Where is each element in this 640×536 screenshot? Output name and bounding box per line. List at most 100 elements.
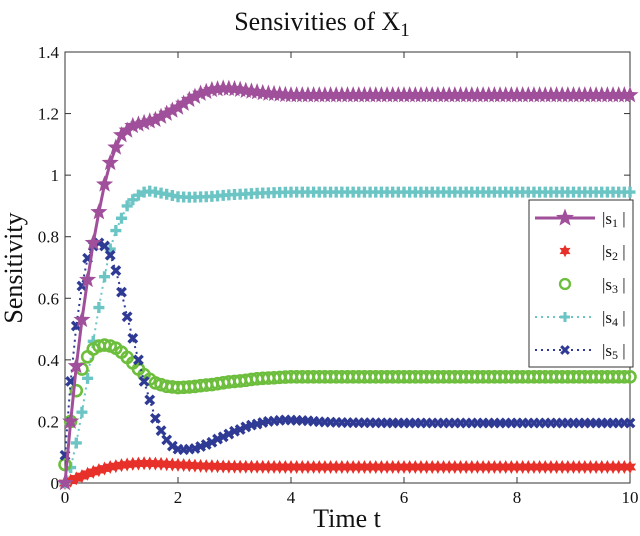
marker-hexagram — [341, 459, 354, 474]
marker-x — [144, 394, 156, 406]
marker-hexagram — [279, 459, 292, 474]
marker-hexagram — [239, 459, 252, 474]
marker-hexagram — [262, 459, 275, 474]
marker-star — [141, 112, 159, 129]
series-s2 — [58, 456, 637, 490]
marker-hexagram — [606, 459, 620, 474]
marker-hexagram — [222, 459, 235, 474]
marker-star — [118, 121, 136, 138]
legend-item: |s5 | — [535, 341, 626, 362]
marker-hexagram — [318, 459, 331, 474]
marker-hexagram — [307, 459, 320, 474]
marker-hexagram — [251, 459, 264, 474]
marker-hexagram — [493, 459, 507, 474]
marker-circle — [617, 369, 632, 384]
marker-hexagram — [505, 459, 518, 474]
x-tick-label: 2 — [174, 488, 183, 507]
marker-hexagram — [567, 459, 580, 474]
marker-hexagram — [121, 457, 134, 472]
marker-hexagram — [559, 244, 571, 258]
marker-hexagram — [273, 459, 286, 474]
marker-hexagram — [171, 457, 185, 472]
marker-star — [556, 208, 574, 226]
legend-label: |s2 | — [602, 242, 626, 263]
marker-hexagram — [471, 459, 484, 474]
marker-x — [223, 428, 235, 440]
series-s4 — [59, 185, 636, 489]
marker-hexagram — [578, 459, 591, 474]
marker-star — [203, 80, 221, 98]
marker-star — [84, 233, 102, 251]
marker-star — [180, 90, 198, 107]
marker-hexagram — [454, 459, 467, 474]
marker-plus — [127, 194, 139, 206]
marker-hexagram — [177, 458, 190, 473]
marker-hexagram — [380, 459, 394, 474]
marker-hexagram — [533, 459, 546, 474]
marker-plus — [76, 406, 88, 418]
marker-hexagram — [104, 459, 117, 474]
marker-plus — [70, 437, 82, 449]
legend-label: |s5 | — [602, 341, 626, 362]
marker-star — [101, 153, 119, 171]
marker-star — [186, 87, 204, 104]
marker-star — [56, 474, 74, 491]
marker-x — [234, 424, 246, 435]
chart-title-subscript: 1 — [400, 20, 410, 41]
marker-hexagram — [590, 459, 603, 474]
marker-hexagram — [324, 459, 337, 474]
marker-star — [79, 270, 97, 288]
marker-hexagram — [217, 459, 230, 474]
marker-hexagram — [313, 459, 326, 474]
y-tick-label: 1.2 — [38, 105, 59, 124]
marker-star — [107, 138, 125, 155]
marker-hexagram — [465, 459, 478, 474]
marker-hexagram — [409, 459, 422, 474]
legend-item: |s2 | — [559, 242, 626, 263]
marker-hexagram — [149, 456, 162, 471]
marker-x — [560, 345, 570, 355]
marker-hexagram — [618, 459, 631, 474]
marker-hexagram — [527, 459, 541, 474]
marker-x — [99, 240, 110, 252]
marker-hexagram — [448, 459, 461, 474]
y-tick-label: 0.6 — [38, 289, 59, 308]
series-layer — [56, 79, 639, 491]
marker-x — [133, 354, 144, 366]
marker-plus — [99, 271, 111, 283]
marker-hexagram — [550, 459, 563, 474]
legend-item: |s3 | — [558, 275, 626, 296]
marker-hexagram — [234, 459, 247, 474]
marker-x — [217, 431, 229, 443]
chart-title-text: Sensivities of X — [234, 7, 400, 36]
marker-hexagram — [228, 459, 241, 474]
y-tick-label: 1.4 — [38, 43, 60, 62]
legend-item: |s1 | — [535, 208, 626, 230]
marker-hexagram — [115, 458, 128, 473]
marker-star — [197, 82, 215, 99]
series-s5 — [59, 237, 636, 461]
marker-plus — [624, 186, 636, 198]
marker-star — [621, 86, 639, 103]
legend: |s1 | |s2 | |s3 | |s4 | |s5 | — [528, 199, 634, 368]
marker-x — [138, 376, 150, 387]
marker-x — [624, 417, 636, 429]
marker-hexagram — [211, 459, 224, 474]
marker-hexagram — [414, 459, 428, 474]
marker-hexagram — [347, 459, 360, 474]
y-tick-label: 0.2 — [38, 412, 59, 431]
marker-hexagram — [81, 466, 94, 481]
marker-hexagram — [488, 459, 501, 474]
marker-star — [129, 115, 148, 132]
marker-star — [158, 104, 176, 121]
marker-plus — [116, 212, 127, 224]
marker-plus — [132, 189, 144, 201]
marker-star — [135, 113, 153, 131]
marker-star — [169, 98, 187, 115]
chart-title: Sensivities of X1 — [234, 7, 410, 41]
x-axis-label: Time t — [313, 504, 381, 533]
y-tick-label: 0.4 — [38, 351, 60, 370]
marker-hexagram — [154, 456, 168, 471]
marker-hexagram — [330, 459, 343, 474]
marker-hexagram — [92, 463, 105, 478]
